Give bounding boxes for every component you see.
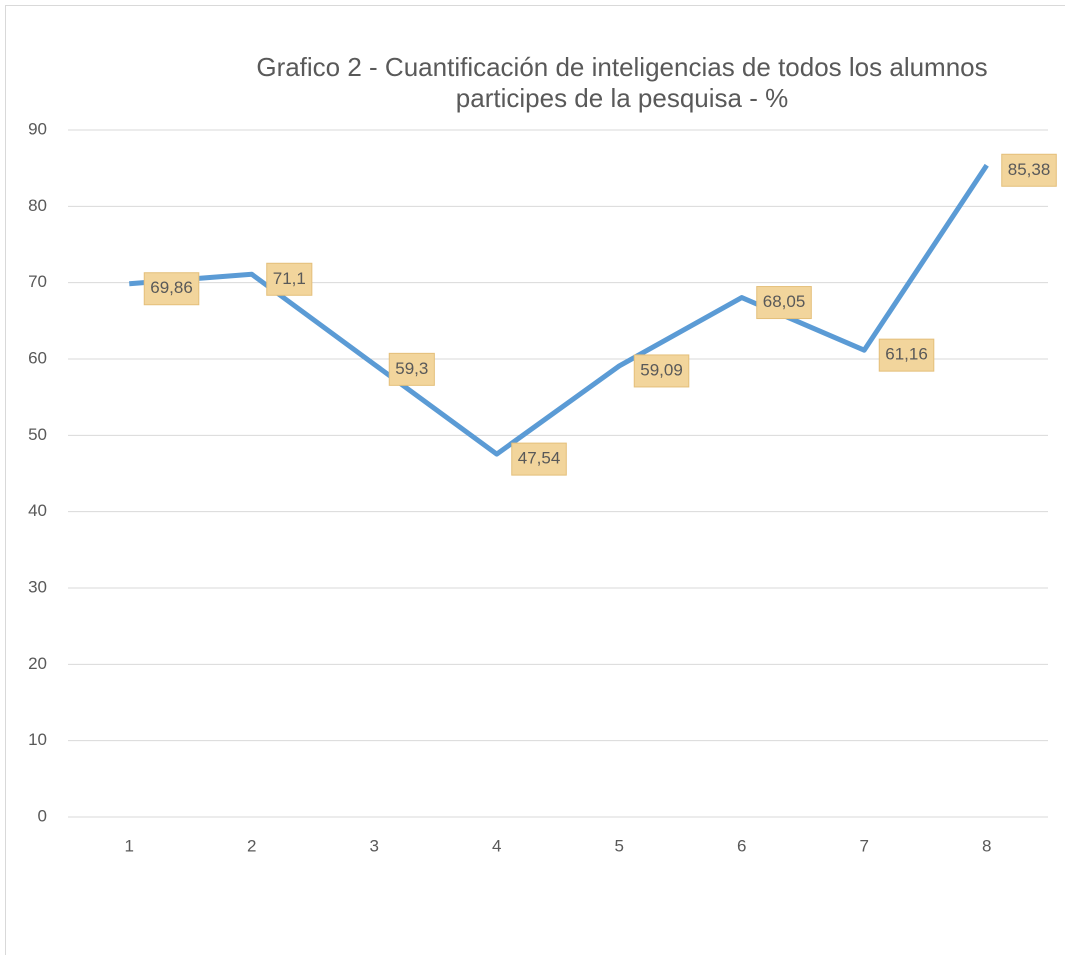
data-label: 69,86	[150, 278, 193, 297]
data-label-box	[756, 286, 812, 320]
data-label-box	[511, 442, 567, 476]
data-label: 68,05	[763, 292, 806, 311]
x-tick-label: 8	[982, 836, 991, 855]
x-tick-label: 1	[125, 836, 134, 855]
series-line	[129, 163, 989, 457]
y-tick-label: 10	[28, 730, 47, 749]
data-label-box	[1001, 153, 1057, 187]
data-label-box	[143, 272, 200, 306]
data-label-box	[878, 338, 935, 372]
data-label: 85,38	[1008, 160, 1051, 179]
data-label-box	[266, 262, 313, 296]
y-tick-label: 90	[28, 119, 47, 138]
y-tick-label: 0	[38, 806, 47, 825]
y-tick-label: 20	[28, 654, 47, 673]
x-tick-label: 5	[615, 836, 624, 855]
data-label-box	[633, 354, 690, 388]
x-tick-label: 6	[737, 836, 746, 855]
data-label-box	[388, 352, 435, 386]
x-tick-label: 2	[247, 836, 256, 855]
data-label: 71,1	[273, 269, 306, 288]
chart-border	[5, 5, 1065, 955]
x-tick-label: 7	[860, 836, 869, 855]
data-label: 61,16	[885, 345, 928, 364]
y-tick-label: 30	[28, 577, 47, 596]
x-tick-label: 3	[370, 836, 379, 855]
y-tick-label: 40	[28, 501, 47, 520]
y-tick-label: 70	[28, 272, 47, 291]
data-label: 59,3	[395, 359, 428, 378]
x-tick-label: 4	[492, 836, 501, 855]
data-label: 59,09	[640, 360, 683, 379]
y-tick-label: 80	[28, 196, 47, 215]
y-tick-label: 50	[28, 425, 47, 444]
data-label: 47,54	[518, 449, 561, 468]
chart-title: Grafico 2 - Cuantificación de inteligenc…	[256, 52, 988, 113]
y-tick-label: 60	[28, 348, 47, 367]
